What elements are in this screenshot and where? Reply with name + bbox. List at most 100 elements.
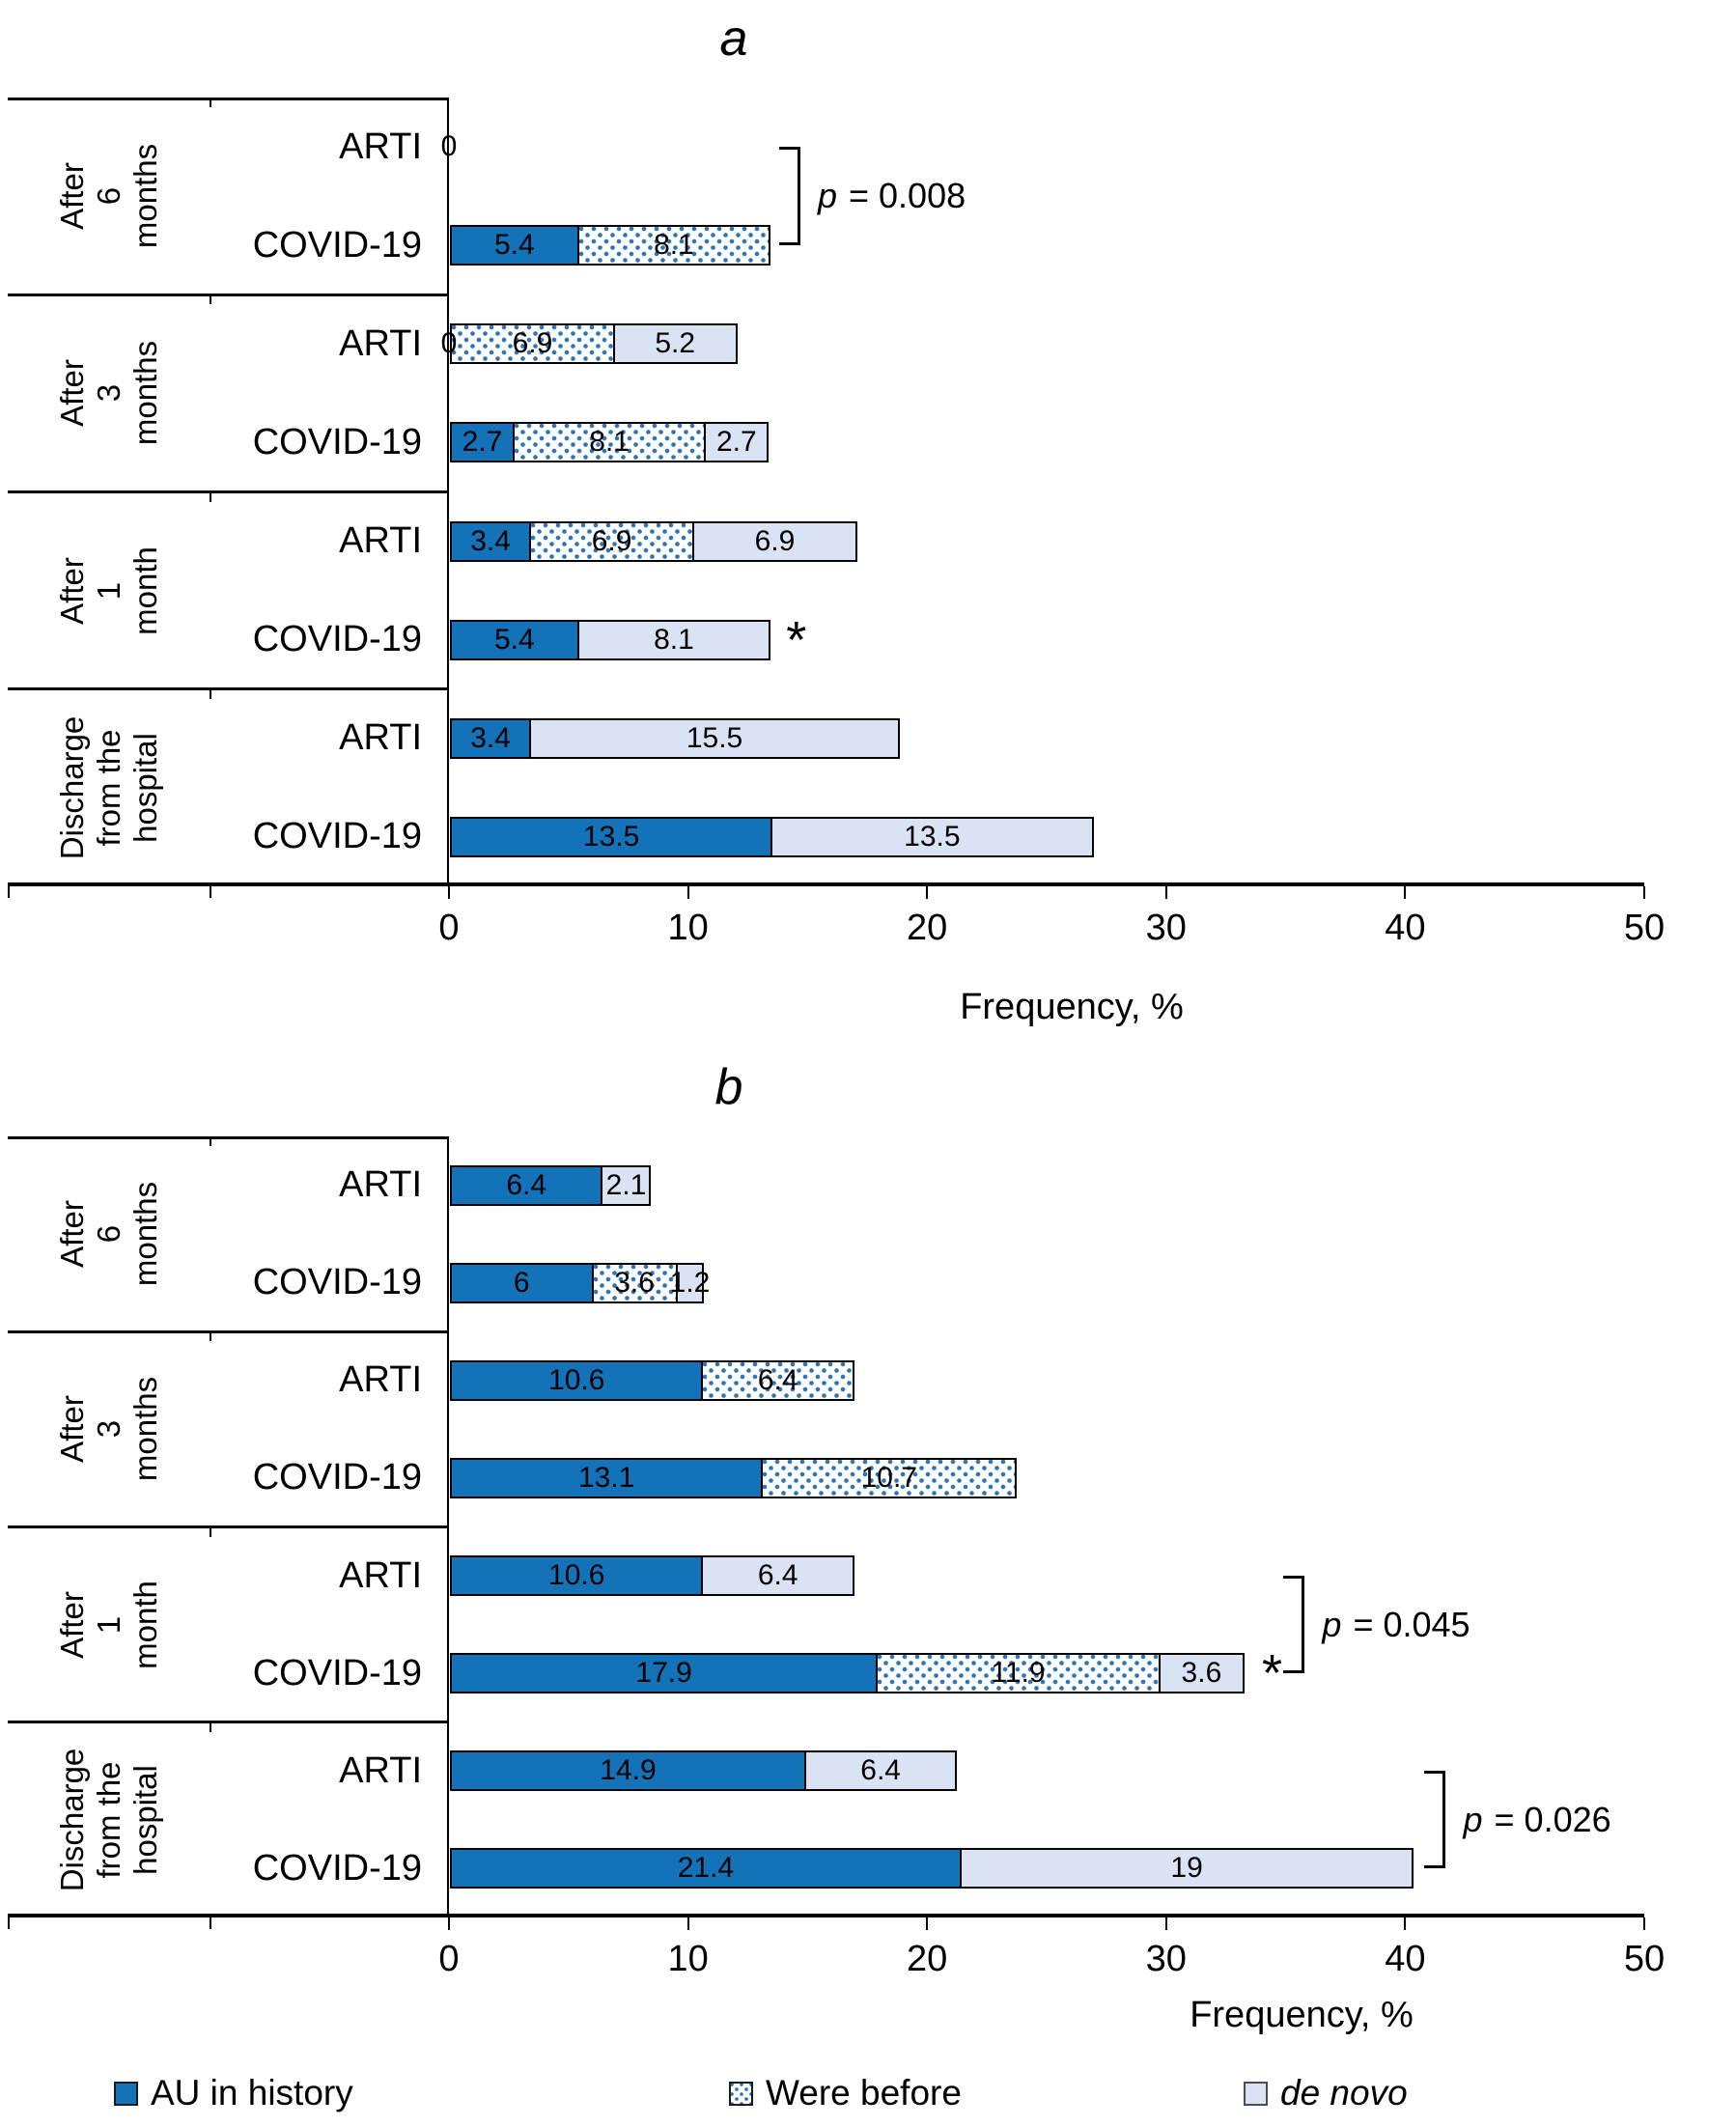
p-value-symbol: p (1322, 1604, 1342, 1644)
category-axis-tick (8, 883, 10, 898)
x-axis-label-a: Frequency, % (960, 987, 1184, 1027)
row-label: COVID-19 (252, 1847, 422, 1889)
row-label: COVID-19 (252, 1262, 422, 1303)
zero-value-label: 0 (440, 327, 458, 360)
legend-item-were-before: Were before (729, 2066, 962, 2120)
x-axis-line (8, 1914, 1644, 1917)
bar: 3.4 6.9 6.9 (450, 520, 857, 562)
axis-tick-label: 0 (438, 1939, 460, 1979)
bar: 13.5 13.5 (450, 816, 1094, 857)
group-label-text: After 1 month (53, 1580, 163, 1669)
legend-label-de-novo: de novo (1280, 2073, 1408, 2113)
bar-value-label: 5.2 (655, 327, 696, 360)
axis-tick-label: 40 (1385, 1939, 1426, 1979)
group-label: After 3 months (8, 294, 210, 491)
p-value-symbol: p (817, 176, 837, 216)
bar: 5.4 8.1 (450, 619, 771, 660)
bar: 6 3.6 1.2 (450, 1262, 710, 1303)
significance-asterisk: * (1261, 1644, 1282, 1703)
bar-segment-au-in-history: 3.4 (450, 520, 532, 562)
bar-segment-de-novo: 15.5 (529, 717, 900, 759)
group-label-text: After 6 months (53, 144, 163, 249)
axis-tick-label: 10 (667, 1939, 709, 1979)
group-divider (8, 687, 449, 691)
row-label: ARTI (339, 126, 422, 167)
level-separator-tick (210, 1331, 211, 1342)
bar-segment-au-in-history: 10.6 (450, 1359, 704, 1401)
bar-segment-were-before: 6.4 (701, 1359, 854, 1401)
bar: 17.9 11.9 3.6 (450, 1653, 1245, 1694)
bar-value-label: 8.1 (654, 623, 694, 656)
group-label-text: Discharge from the hospital (53, 715, 163, 860)
level-separator-tick (210, 1721, 211, 1732)
axis-tick (686, 886, 689, 899)
bar-segment-au-in-history: 14.9 (450, 1750, 806, 1792)
legend-label-were-before: Were before (766, 2073, 962, 2113)
bar-value-label: 3.6 (1181, 1657, 1222, 1690)
legend-swatch-de-novo-icon (1244, 2081, 1268, 2106)
category-axis-tick (210, 1915, 211, 1929)
bar-value-label: 6.4 (757, 1559, 798, 1592)
row-label: COVID-19 (252, 1457, 422, 1498)
row-label: COVID-19 (252, 224, 422, 266)
bar-segment-au-in-history: 10.6 (450, 1555, 704, 1597)
bar-value-label: 17.9 (635, 1657, 692, 1690)
bar-value-label: 5.4 (493, 623, 535, 656)
x-axis-line (8, 882, 1644, 886)
category-box-top-border (8, 98, 449, 100)
bar-value-label: 10.7 (860, 1461, 917, 1494)
row-label: COVID-19 (252, 421, 422, 462)
x-axis-label-b: Frequency, % (1190, 1995, 1414, 2035)
group-label: Discharge from the hospital (8, 689, 210, 886)
p-value-label: p = 0.008 (817, 176, 966, 216)
bar-value-label: 13.5 (582, 820, 640, 853)
chart-panel-a: After 6 months ARTI 0 COVID-19 5.4 8.1 After 3… (8, 98, 1665, 948)
bar-segment-au-in-history: 13.5 (450, 816, 773, 857)
bar-value-label: 3.4 (470, 524, 511, 557)
bar-segment-were-before: 11.9 (876, 1653, 1161, 1694)
row-label: ARTI (339, 1359, 422, 1401)
bar-value-label: 10.6 (548, 1363, 605, 1396)
bar-value-label: 5.4 (493, 229, 535, 262)
row-label: ARTI (339, 1164, 422, 1206)
axis-tick-label: 50 (1623, 1939, 1666, 1979)
legend-label-au-in-history: AU in history (151, 2073, 353, 2113)
bar-segment-were-before: 8.1 (576, 225, 771, 266)
axis-tick (1643, 1917, 1645, 1930)
group-label-text: After 3 months (53, 341, 163, 446)
bar-value-label: 6.9 (754, 524, 796, 557)
axis-tick-label: 20 (907, 1939, 948, 1979)
panel-a-title: a (719, 11, 748, 67)
group-divider (8, 1329, 449, 1333)
bar: 6.4 2.1 (450, 1164, 652, 1206)
axis-tick-label: 10 (667, 908, 709, 948)
bar-value-label: 13.5 (904, 820, 961, 853)
axis-tick (448, 1917, 450, 1930)
legend-swatch-were-before-icon (729, 2081, 753, 2106)
category-axis-tick (8, 1915, 10, 1929)
significance-asterisk: * (786, 610, 807, 669)
axis-tick-label: 40 (1385, 908, 1426, 948)
bar: 6.9 5.2 (450, 323, 738, 365)
chart-panel-b: After 6 months ARTI 6.4 2.1 COVID-19 6 3.6 1.2 A… (8, 1136, 1665, 1979)
bar-segment-au-in-history: 21.4 (450, 1848, 962, 1889)
bar-segment-de-novo: 6.4 (701, 1555, 854, 1597)
bar: 2.7 8.1 2.7 (450, 422, 770, 463)
bar-segment-de-novo: 6.4 (803, 1750, 958, 1792)
p-value-symbol: p (1463, 1799, 1483, 1839)
bar: 10.6 6.4 (450, 1555, 854, 1597)
legend: AU in history Were before de novo (0, 2066, 1736, 2120)
bar-segment-de-novo: 19 (959, 1848, 1414, 1889)
bar-value-label: 2.1 (605, 1168, 647, 1201)
axis-tick (686, 1917, 689, 1930)
p-value-label: p = 0.045 (1322, 1604, 1470, 1644)
group-label: After 1 month (8, 492, 210, 689)
significance-bracket (778, 147, 800, 246)
category-axis-line (447, 1136, 449, 1917)
category-box-top-border (8, 1136, 449, 1139)
group-label-text: After 6 months (53, 1182, 163, 1287)
axis-tick (926, 886, 929, 899)
row-label: COVID-19 (252, 816, 422, 857)
legend-swatch-au-in-history-icon (114, 2081, 138, 2106)
